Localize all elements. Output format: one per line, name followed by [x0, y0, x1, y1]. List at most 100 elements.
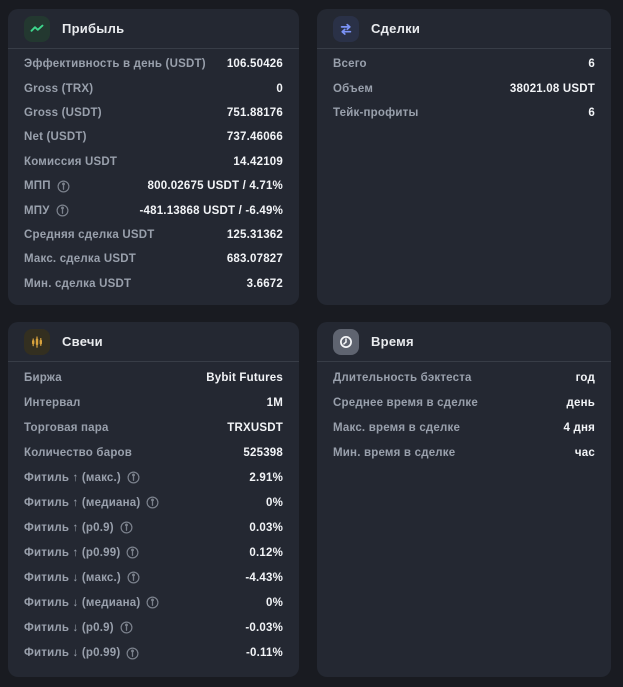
- stat-label: МПП: [24, 180, 70, 193]
- info-icon[interactable]: [126, 647, 139, 660]
- stat-value: -481.13868 USDT / -6.49%: [139, 204, 283, 217]
- stat-row: МПУ -481.13868 USDT / -6.49%: [24, 198, 283, 222]
- stat-value: 0%: [265, 496, 283, 509]
- profit-card-body: Эффективность в день (USDT) 106.50426 Gros…: [8, 49, 299, 305]
- stat-label: Макс. сделка USDT: [24, 253, 136, 266]
- stat-label: Фитиль ↓ (макс.): [24, 571, 140, 584]
- stat-value: 0.12%: [249, 546, 283, 559]
- stat-value: 1M: [266, 396, 283, 409]
- stat-value: 800.02675 USDT / 4.71%: [147, 180, 283, 193]
- stat-label: Мин. сделка USDT: [24, 277, 132, 290]
- stat-value: 6: [588, 106, 595, 119]
- stat-label: Фитиль ↑ (p0.9): [24, 521, 133, 534]
- time-card: Время Длительность бэктеста год Среднее вр…: [317, 322, 611, 677]
- stat-label: Gross (USDT): [24, 106, 102, 119]
- stat-value: 125.31362: [226, 228, 283, 241]
- trades-card: Сделки Всего 6 Объем 38021.08 USDT Тейк-проф…: [317, 9, 611, 305]
- candles-card-title: Свечи: [62, 334, 103, 349]
- stat-value: 683.07827: [226, 253, 283, 266]
- stat-label: Длительность бэктеста: [333, 371, 472, 384]
- info-icon[interactable]: [127, 571, 140, 584]
- stat-value: час: [574, 446, 595, 459]
- stat-value: 106.50426: [226, 58, 283, 71]
- stat-row: Мин. время в сделке час: [333, 440, 595, 465]
- stat-label: Интервал: [24, 396, 81, 409]
- stat-row: Фитиль ↑ (p0.99) 0.12%: [24, 540, 283, 565]
- stat-label: Торговая пара: [24, 421, 109, 434]
- stat-value: 38021.08 USDT: [509, 82, 595, 95]
- stat-row: Длительность бэктеста год: [333, 365, 595, 390]
- stat-row: Макс. время в сделке 4 дня: [333, 415, 595, 440]
- time-card-title: Время: [371, 334, 414, 349]
- stat-label: Фитиль ↑ (p0.99): [24, 546, 139, 559]
- profit-card-header: Прибыль: [8, 9, 299, 49]
- stat-value: -0.11%: [245, 647, 283, 660]
- stat-row: Всего 6: [333, 52, 595, 76]
- swap-arrows-icon: [333, 15, 359, 42]
- info-icon[interactable]: [126, 546, 139, 559]
- time-card-body: Длительность бэктеста год Среднее время в …: [317, 362, 611, 474]
- stat-value: день: [566, 396, 595, 409]
- stat-value: 525398: [243, 446, 283, 459]
- stat-value: -0.03%: [245, 621, 283, 634]
- stat-value: 4 дня: [563, 421, 595, 434]
- info-icon[interactable]: [146, 596, 159, 609]
- trend-line-icon: [24, 15, 50, 42]
- stat-label: Количество баров: [24, 446, 133, 459]
- stat-label: Net (USDT): [24, 131, 87, 144]
- stat-value: 14.42109: [233, 155, 283, 168]
- trades-card-header: Сделки: [317, 9, 611, 49]
- trades-card-body: Всего 6 Объем 38021.08 USDT Тейк-профиты 6: [317, 49, 611, 134]
- info-icon[interactable]: [146, 496, 159, 509]
- candles-card-header: Свечи: [8, 322, 299, 362]
- stat-value: 0.03%: [249, 521, 283, 534]
- stat-value: 2.91%: [249, 471, 283, 484]
- stat-row: Объем 38021.08 USDT: [333, 76, 595, 100]
- stat-value: 3.6672: [246, 277, 283, 290]
- candlestick-icon: [24, 328, 50, 355]
- stat-label: Объем: [333, 82, 374, 95]
- stat-row: Эффективность в день (USDT) 106.50426: [24, 52, 283, 76]
- stat-row: Торговая пара TRXUSDT: [24, 415, 283, 440]
- stat-label: Биржа: [24, 371, 62, 384]
- stat-row: Количество баров 525398: [24, 440, 283, 465]
- stat-row: Фитиль ↑ (медиана) 0%: [24, 490, 283, 515]
- stat-row: Тейк-профиты 6: [333, 101, 595, 125]
- candles-card: Свечи Биржа Bybit Futures Интервал 1M Торгов…: [8, 322, 299, 677]
- clock-icon: [333, 328, 359, 355]
- info-icon[interactable]: [56, 204, 69, 217]
- profit-card: Прибыль Эффективность в день (USDT) 106.5…: [8, 9, 299, 305]
- info-icon[interactable]: [127, 471, 140, 484]
- info-icon[interactable]: [120, 621, 133, 634]
- stat-row: Фитиль ↑ (p0.9) 0.03%: [24, 515, 283, 540]
- stat-row: Фитиль ↓ (p0.99) -0.11%: [24, 641, 283, 666]
- stat-label: Фитиль ↓ (p0.99): [24, 647, 139, 660]
- candles-card-body: Биржа Bybit Futures Интервал 1M Торговая пар…: [8, 362, 299, 675]
- stat-row: Gross (USDT) 751.88176: [24, 101, 283, 125]
- stat-row: МПП 800.02675 USDT / 4.71%: [24, 174, 283, 198]
- stat-value: 6: [588, 58, 595, 71]
- info-icon[interactable]: [120, 521, 133, 534]
- stat-label: Тейк-профиты: [333, 106, 419, 119]
- stat-value: -4.43%: [245, 571, 283, 584]
- stat-value: 751.88176: [226, 106, 283, 119]
- stat-label: Средняя сделка USDT: [24, 228, 155, 241]
- stat-value: Bybit Futures: [206, 371, 283, 384]
- stat-label: Фитиль ↑ (медиана): [24, 496, 159, 509]
- stat-label: Мин. время в сделке: [333, 446, 456, 459]
- stat-row: Фитиль ↓ (макс.) -4.43%: [24, 565, 283, 590]
- stat-label: Фитиль ↓ (p0.9): [24, 621, 133, 634]
- stat-row: Комиссия USDT 14.42109: [24, 150, 283, 174]
- stat-label: Эффективность в день (USDT): [24, 58, 206, 71]
- stat-label: Gross (TRX): [24, 82, 94, 95]
- stat-label: Комиссия USDT: [24, 155, 118, 168]
- profit-card-title: Прибыль: [62, 21, 125, 36]
- stat-row: Net (USDT) 737.46066: [24, 125, 283, 149]
- stat-label: Среднее время в сделке: [333, 396, 478, 409]
- stat-value: год: [575, 371, 595, 384]
- stat-value: 0: [276, 82, 283, 95]
- stat-row: Биржа Bybit Futures: [24, 365, 283, 390]
- stat-row: Gross (TRX) 0: [24, 76, 283, 100]
- info-icon[interactable]: [57, 180, 70, 193]
